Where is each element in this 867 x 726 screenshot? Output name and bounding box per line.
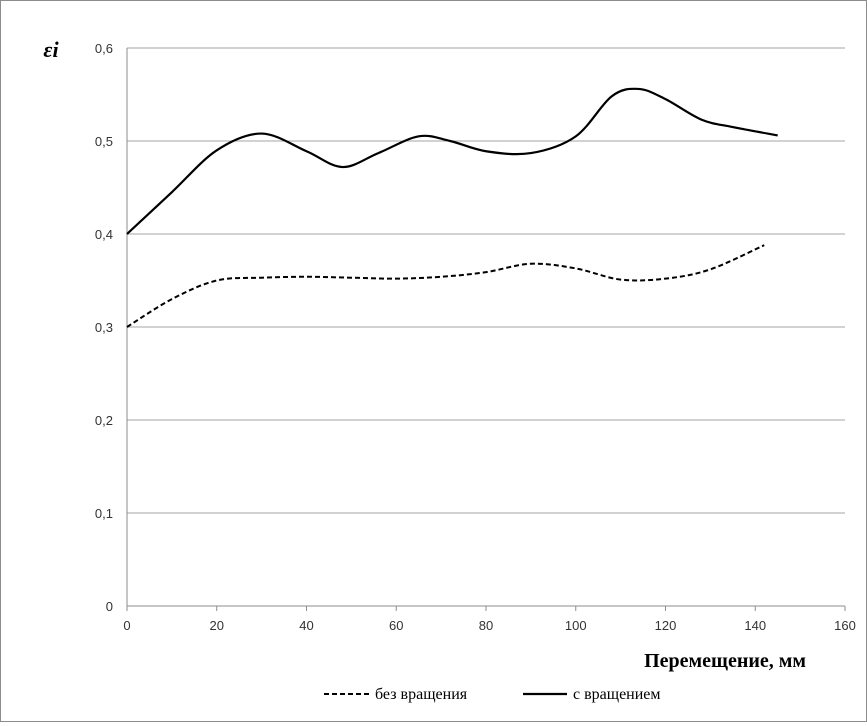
legend-label-2: с вращением [573, 686, 661, 703]
y-tick-label: 0,6 [95, 41, 113, 56]
legend: без вращения с вращением [324, 686, 661, 703]
y-tick-label: 0,5 [95, 134, 113, 149]
x-tick-label: 20 [210, 618, 224, 633]
grid-lines [127, 47, 845, 514]
y-axis-label: εi [43, 37, 59, 62]
series-line-1 [126, 244, 765, 328]
x-axis-label: Перемещение, мм [644, 650, 806, 672]
tick-labels: 0 0,1 0,2 0,3 0,4 0,5 0,6 0 20 40 60 80 100 120 140 160 [95, 41, 856, 633]
axes [126, 48, 846, 611]
y-tick-label: 0,3 [95, 320, 113, 335]
x-tick-label: 80 [479, 618, 493, 633]
series-lines [126, 87, 778, 328]
x-tick-label: 60 [389, 618, 403, 633]
x-tick-label: 140 [744, 618, 766, 633]
x-tick-label: 40 [299, 618, 313, 633]
x-tick-label: 160 [834, 618, 856, 633]
y-tick-label: 0,1 [95, 506, 113, 521]
x-tick-label: 0 [123, 618, 130, 633]
x-tick-label: 120 [655, 618, 677, 633]
y-tick-label: 0,2 [95, 413, 113, 428]
legend-label-1: без вращения [375, 686, 468, 703]
y-tick-label: 0 [106, 599, 113, 614]
y-tick-label: 0,4 [95, 227, 113, 242]
x-tick-label: 100 [565, 618, 587, 633]
series-line-2 [126, 87, 778, 235]
